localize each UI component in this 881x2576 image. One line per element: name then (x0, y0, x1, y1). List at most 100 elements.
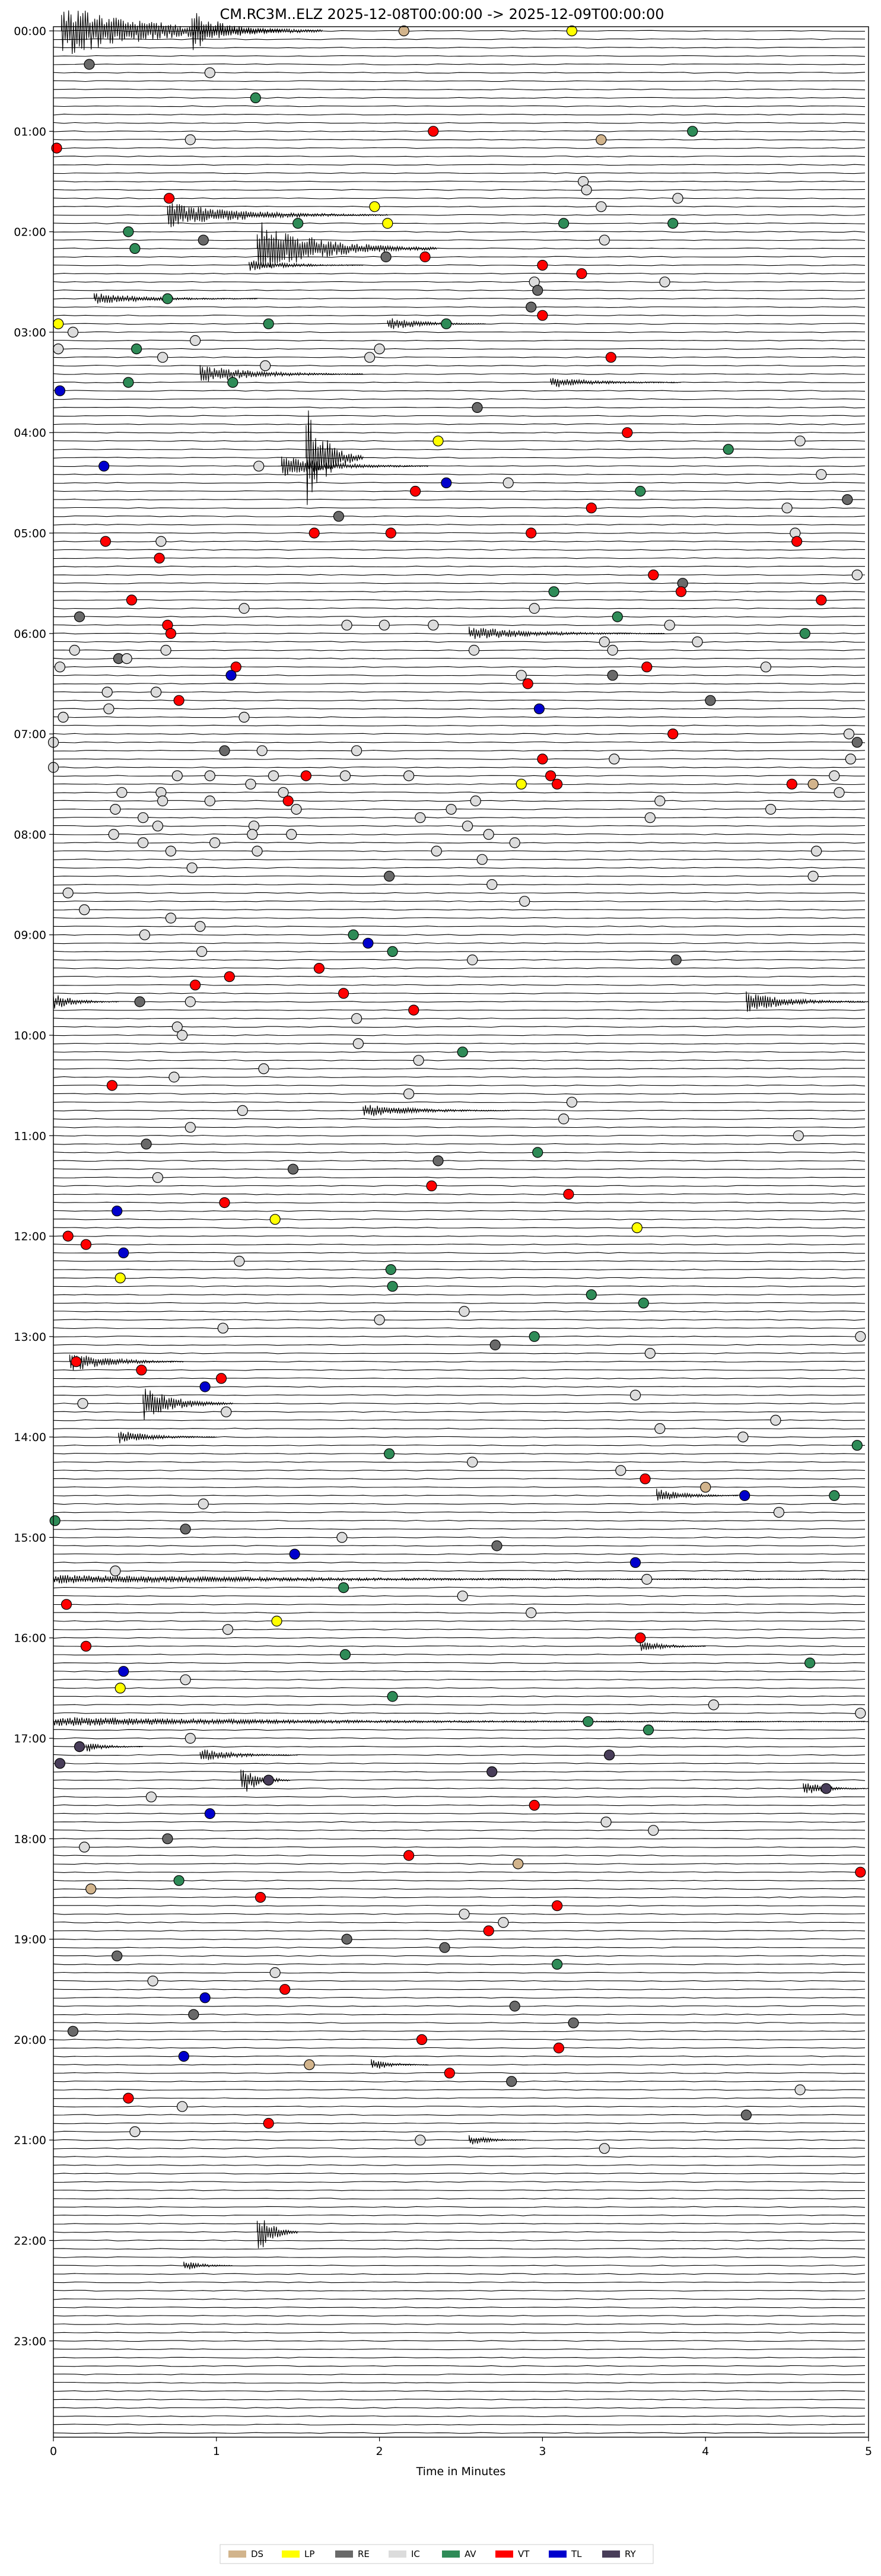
trace-row (53, 465, 866, 467)
trace-row (53, 247, 866, 250)
event-marker-ic (794, 2084, 806, 2095)
event-marker-ic (221, 1406, 232, 1417)
event-marker-ic (77, 1398, 88, 1409)
trace-row (53, 1812, 866, 1815)
trace-row (53, 641, 866, 643)
event-marker-tl (225, 670, 237, 681)
trace-row (53, 2214, 865, 2216)
event-marker-re (670, 954, 682, 966)
signal-burst (183, 2262, 233, 2270)
event-marker-tl (441, 477, 452, 489)
event-marker-ic (185, 1732, 196, 1744)
trace-row (53, 2231, 866, 2233)
x-axis: 0 1 2 3 4 5 (50, 2437, 872, 2458)
trace-row (53, 1352, 866, 1354)
legend-label: LP (304, 2549, 314, 2559)
event-marker-ry (54, 1758, 66, 1769)
trace-row (53, 1461, 866, 1463)
trace-row (53, 2097, 866, 2099)
event-marker-vt (136, 1365, 147, 1376)
signal-burst (803, 1783, 869, 1793)
trace-row (53, 431, 866, 434)
trace-row (53, 1335, 866, 1338)
event-marker-ic (190, 335, 201, 346)
event-marker-re (472, 402, 483, 414)
event-marker-vt (641, 662, 653, 673)
trace-row (53, 959, 866, 961)
event-marker-vt (526, 527, 537, 539)
event-marker-vt (300, 770, 312, 781)
event-marker-ic (644, 812, 656, 823)
trace-row (53, 482, 866, 484)
event-marker-ic (498, 1917, 509, 1928)
event-marker-re (74, 611, 85, 622)
event-marker-av (441, 318, 452, 329)
event-marker-ic (770, 1414, 781, 1426)
y-axis: 00:00 01:00 02:00 03:00 04:00 05:00 06:00 07:00… (14, 25, 53, 2348)
signal-burst (249, 260, 364, 271)
event-marker-vt (791, 536, 803, 547)
event-marker-vt (416, 2034, 428, 2045)
event-marker-av (292, 218, 304, 229)
trace-row (53, 1360, 866, 1363)
trace-row (53, 2407, 866, 2409)
event-marker-ic (459, 1306, 470, 1317)
event-marker-ic (609, 753, 620, 765)
trace-row (53, 926, 866, 927)
event-marker-ic (431, 845, 442, 857)
trace-row (53, 749, 866, 752)
signal-burst (94, 293, 257, 304)
trace-row (53, 164, 866, 166)
event-marker-ic (168, 1071, 180, 1083)
trace-row (53, 1737, 866, 1739)
event-marker-ic (516, 670, 527, 681)
event-marker-re (432, 1155, 444, 1166)
event-marker-ds (398, 25, 409, 37)
event-marker-ic (291, 803, 302, 815)
y-tick-label: 17:00 (14, 1732, 46, 1745)
trace-row (53, 1411, 866, 1413)
y-tick-label: 04:00 (14, 427, 46, 440)
trace-row (53, 892, 866, 894)
event-marker-av (383, 1448, 395, 1459)
trace-row (53, 2030, 866, 2033)
trace-row (53, 1561, 866, 1564)
trace-row (53, 1260, 866, 1262)
event-marker-vt (279, 1984, 291, 1995)
trace-row (53, 2381, 865, 2384)
signal-bursts (53, 10, 869, 2270)
trace-row (53, 1645, 865, 1648)
event-marker-av (387, 1691, 398, 1702)
event-marker-tl (112, 1206, 123, 1217)
trace-row (53, 2373, 866, 2375)
trace-row (53, 540, 866, 542)
event-marker-re (705, 695, 716, 706)
trace-row (53, 816, 866, 819)
trace-row (53, 1788, 866, 1789)
y-tick-label: 21:00 (14, 2134, 46, 2147)
event-marker-ic (256, 745, 268, 756)
trace-row (53, 2298, 866, 2300)
y-tick-label: 15:00 (14, 1531, 46, 1544)
y-tick-label: 02:00 (14, 226, 46, 239)
event-marker-ic (185, 1122, 196, 1133)
trace-row (53, 381, 866, 383)
event-marker-lp (631, 1222, 643, 1233)
event-marker-vt (409, 485, 421, 497)
trace-row (53, 1846, 866, 1848)
trace-row (53, 1470, 866, 1471)
event-marker-ic (403, 1088, 415, 1099)
event-marker-ic (204, 67, 215, 78)
event-marker-tl (289, 1548, 300, 1560)
event-marker-vt (640, 1473, 651, 1484)
trace-row (53, 1017, 866, 1020)
event-marker-ic (237, 1105, 248, 1117)
trace-row (53, 524, 866, 526)
trace-row (53, 1244, 866, 1246)
event-marker-ry (603, 1750, 615, 1761)
event-marker-ic (502, 477, 514, 489)
trace-row (53, 2222, 866, 2225)
trace-row (53, 758, 866, 760)
event-marker-av (338, 1582, 349, 1594)
trace-row (53, 1963, 866, 1966)
